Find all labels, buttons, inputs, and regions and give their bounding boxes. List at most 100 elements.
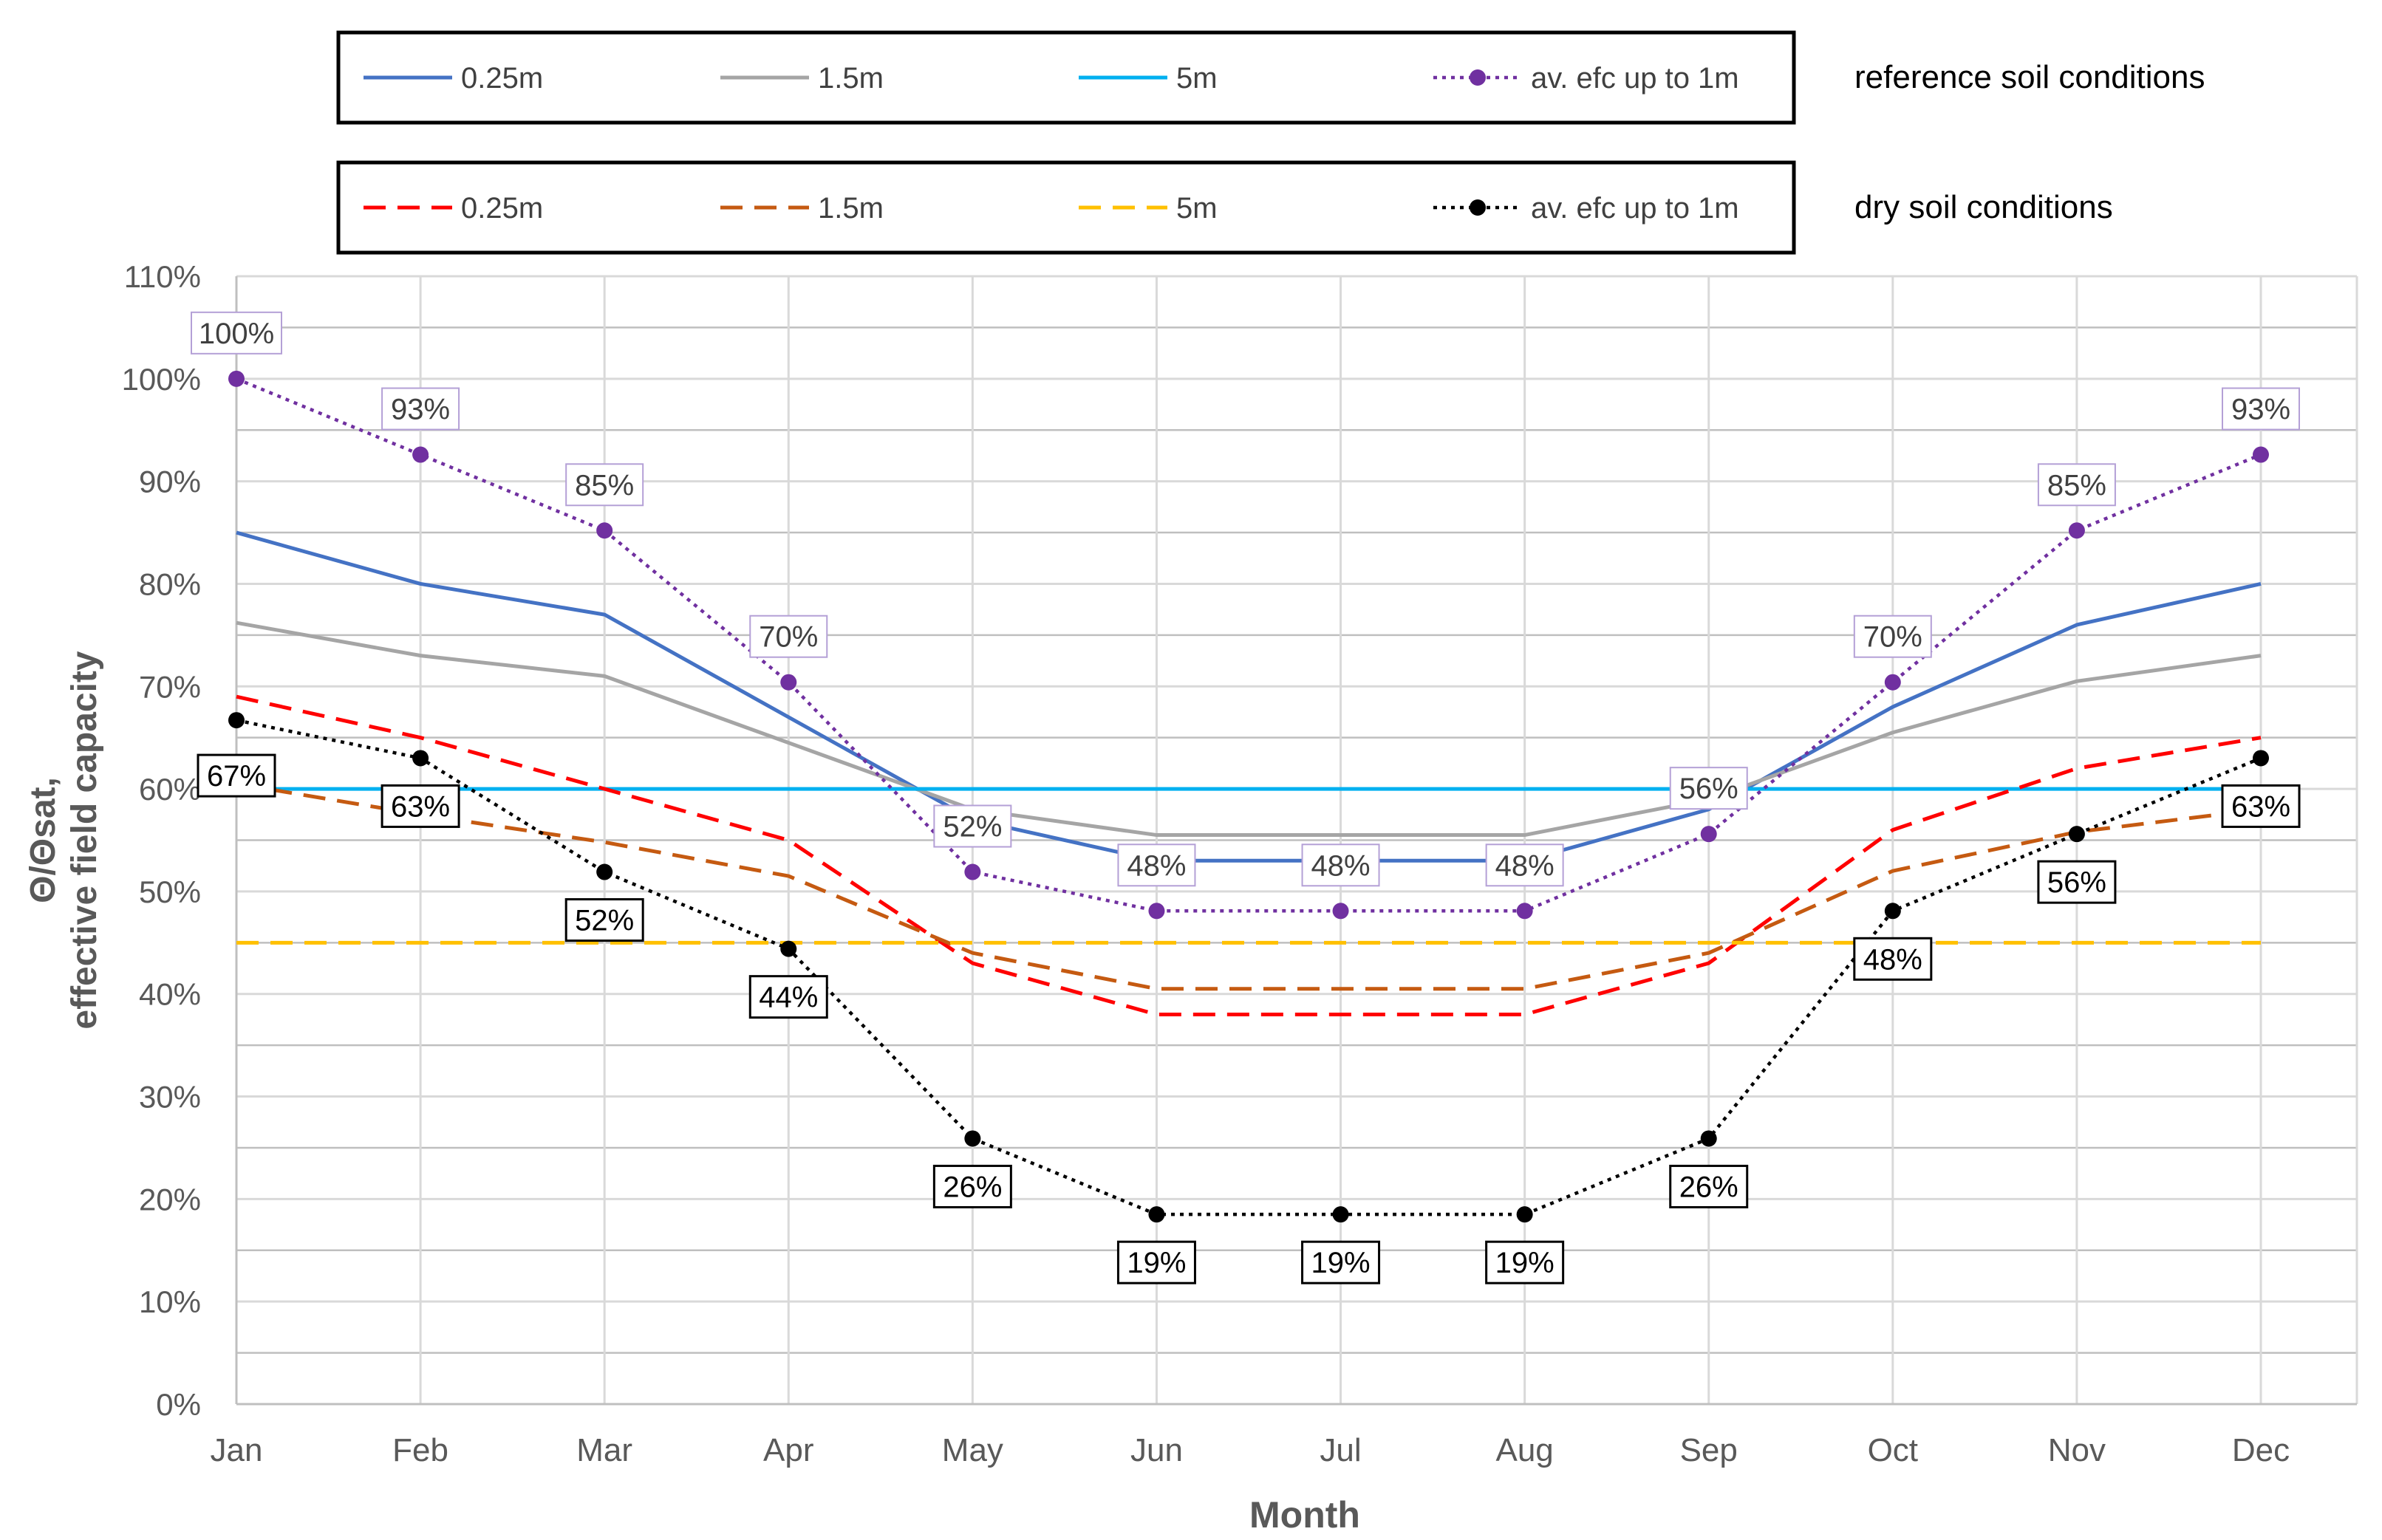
- y-tick-label: 0%: [156, 1387, 201, 1422]
- data-label-box: [1485, 1240, 1565, 1284]
- x-tick-label: Apr: [763, 1432, 813, 1468]
- legend: 0.25m 1.5m 5m av. efc up to 1m reference soi…: [336, 30, 2205, 255]
- data-point-ref-efc: [1332, 903, 1349, 920]
- data-label: 48%: [1863, 943, 1922, 976]
- x-tick-label: Jan: [211, 1432, 263, 1468]
- series-line-dry-1.5m: [236, 781, 2262, 991]
- data-point-dry-efc: [2068, 826, 2085, 843]
- data-point-dry-efc: [596, 863, 613, 880]
- data-label: 70%: [1863, 621, 1922, 654]
- data-label: 93%: [391, 394, 450, 426]
- data-point-dry-efc: [964, 1130, 981, 1147]
- legend-marker-ref-efc: [1470, 69, 1486, 86]
- legend-label-dry-efc: av. efc up to 1m: [1531, 192, 1739, 225]
- data-label: 26%: [1679, 1171, 1738, 1203]
- data-label: 52%: [575, 905, 634, 937]
- data-label: 19%: [1495, 1247, 1555, 1279]
- x-tick-label: Feb: [392, 1432, 448, 1468]
- data-point-ref-efc: [780, 674, 797, 691]
- x-tick-label: May: [942, 1432, 1003, 1468]
- y-tick-label: 40%: [139, 977, 201, 1012]
- legend-label-ref-efc: av. efc up to 1m: [1531, 62, 1739, 95]
- y-tick-label: 50%: [139, 875, 201, 909]
- legend-label-ref-1.5m: 1.5m: [818, 62, 884, 95]
- data-label: 100%: [199, 318, 274, 350]
- data-point-dry-efc: [1332, 1206, 1349, 1223]
- data-labels: 100% 93% 85% 70% 52% 48% 48% 48% 56% 70% 85% 93% 67%…: [191, 311, 2301, 1284]
- data-label-box: [932, 1164, 1012, 1208]
- series-line-ref-1.5m: [236, 620, 2262, 838]
- legend-label-dry-1.5m: 1.5m: [818, 192, 884, 225]
- data-point-dry-efc: [780, 940, 797, 957]
- data-label-box: [191, 311, 282, 355]
- data-label-box: [1117, 843, 1196, 887]
- data-point-ref-efc: [964, 863, 981, 880]
- data-point-dry-efc: [228, 712, 245, 729]
- y-axis-title-line2: effective field capacity: [65, 651, 104, 1030]
- x-axis-title: Month: [1249, 1494, 1360, 1536]
- legend-label-ref-5m: 5m: [1176, 62, 1218, 95]
- data-point-dry-efc: [1516, 1206, 1533, 1223]
- data-label-box: [2037, 860, 2117, 904]
- data-label-box: [2221, 784, 2301, 828]
- data-label-box: [1853, 937, 1933, 981]
- series-line-dry-efc: [236, 718, 2262, 1216]
- x-tick-label: Jun: [1130, 1432, 1183, 1468]
- data-label: 44%: [759, 982, 818, 1014]
- data-label-box: [1669, 767, 1748, 810]
- data-label-box: [2037, 463, 2116, 507]
- data-point-dry-efc: [1148, 1206, 1165, 1223]
- y-tick-label: 10%: [139, 1284, 201, 1319]
- x-tick-label: Mar: [576, 1432, 632, 1468]
- y-tick-label: 20%: [139, 1182, 201, 1216]
- x-tick-label: Jul: [1320, 1432, 1361, 1468]
- data-label: 52%: [943, 811, 1002, 843]
- data-point-dry-efc: [1884, 903, 1901, 920]
- data-label: 63%: [2231, 790, 2290, 823]
- data-label: 63%: [391, 790, 450, 823]
- y-tick-label: 70%: [139, 669, 201, 704]
- data-label-box: [1301, 1240, 1381, 1284]
- legend-box: [336, 160, 1796, 255]
- legend-label-dry-5m: 5m: [1176, 192, 1218, 225]
- data-label-box: [1116, 1240, 1196, 1284]
- data-label: 85%: [2047, 469, 2106, 502]
- data-label: 48%: [1127, 849, 1186, 882]
- data-point-dry-efc: [2253, 750, 2269, 767]
- data-label: 56%: [2047, 866, 2106, 899]
- data-label: 19%: [1311, 1247, 1371, 1279]
- data-label: 70%: [759, 621, 818, 654]
- y-tick-label: 90%: [139, 465, 201, 499]
- x-tick-label: Sep: [1680, 1432, 1738, 1468]
- data-label: 19%: [1127, 1247, 1186, 1279]
- data-point-ref-efc: [1516, 903, 1533, 920]
- data-label: 93%: [2231, 394, 2290, 426]
- data-label-box: [564, 898, 644, 942]
- series-line-ref-0.25m: [236, 530, 2262, 863]
- y-axis-title-line1: Θ/Θsat,: [24, 777, 63, 903]
- x-tick-label: Nov: [2048, 1432, 2106, 1468]
- series-line-dry-0.25m: [236, 694, 2262, 1016]
- series-lines: [228, 370, 2269, 1223]
- data-label-box: [749, 615, 828, 658]
- data-label: 85%: [575, 469, 634, 502]
- data-point-ref-efc: [596, 522, 613, 539]
- legend-box: [336, 30, 1796, 125]
- data-label: 48%: [1495, 849, 1555, 882]
- data-point-ref-efc: [412, 446, 429, 463]
- data-label-box: [565, 463, 644, 507]
- data-label-box: [748, 975, 828, 1019]
- data-label-box: [933, 804, 1012, 848]
- data-label-box: [1853, 615, 1932, 658]
- y-tick-label: 30%: [139, 1080, 201, 1115]
- data-label-box: [197, 753, 276, 798]
- axis-titles: Month Θ/Θsat, effective field capacity: [24, 651, 1360, 1536]
- data-label: 67%: [207, 760, 266, 793]
- y-tick-label: 60%: [139, 772, 201, 807]
- axes: 0% 10% 20% 30% 40% 50% 60% 70% 80% 90% 100% 110% Jan…: [122, 259, 2357, 1468]
- legend-marker-dry-efc: [1470, 199, 1486, 216]
- data-label-box: [1485, 843, 1564, 887]
- data-point-ref-efc: [1700, 826, 1717, 843]
- x-tick-label: Aug: [1495, 1432, 1553, 1468]
